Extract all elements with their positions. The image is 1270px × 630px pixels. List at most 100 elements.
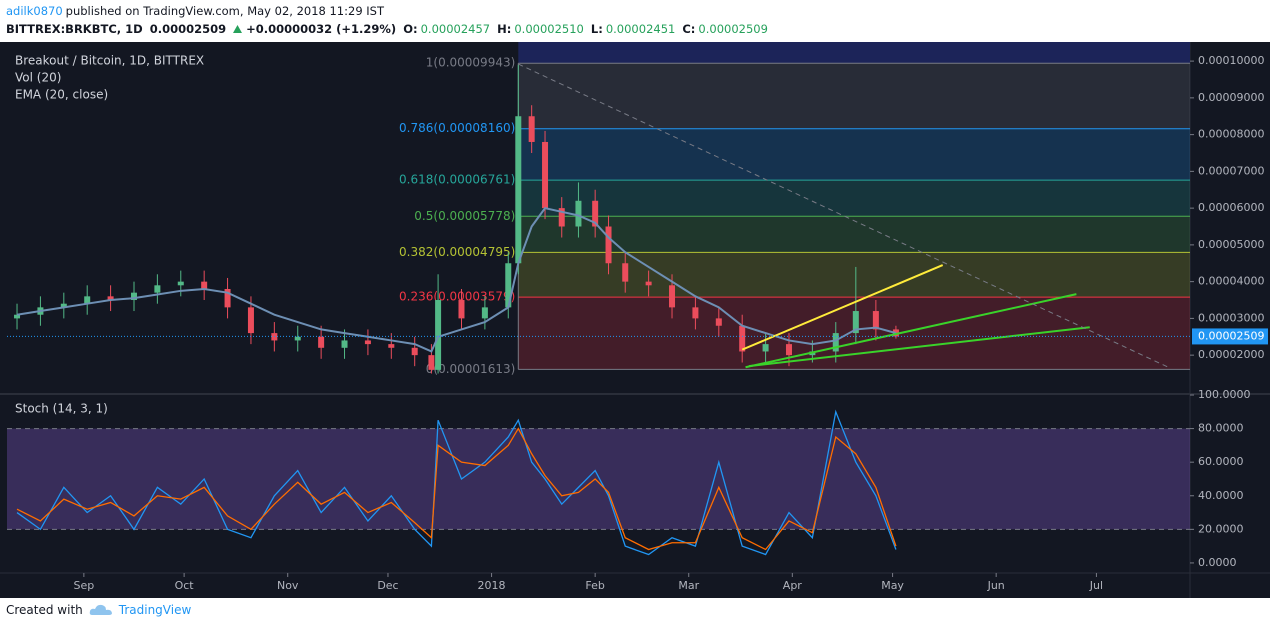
chart-background xyxy=(0,42,1270,598)
close-label: C: xyxy=(682,22,696,36)
y-tick-label: 0.00009000 xyxy=(1198,91,1264,104)
trend-line xyxy=(745,293,1077,369)
x-tick-label: Sep xyxy=(73,579,94,592)
high: 0.00002510 xyxy=(514,22,584,36)
candle-body xyxy=(318,336,325,348)
fib-label: 0(0.00001613) xyxy=(426,362,516,376)
candle-body xyxy=(505,263,512,308)
x-tick-label: Jul xyxy=(1089,579,1103,592)
y-tick-label: 0.00006000 xyxy=(1198,201,1264,214)
y-tick-label: 0.00003000 xyxy=(1198,311,1264,324)
candle-body xyxy=(411,347,418,356)
candle-body xyxy=(622,263,629,282)
candle-body xyxy=(739,325,746,352)
close: 0.00002509 xyxy=(698,22,768,36)
fib-label: 0.786(0.00008160) xyxy=(399,121,515,135)
fib-band xyxy=(518,180,1190,217)
y-tick-label: 0.00010000 xyxy=(1198,54,1264,67)
y-tick-label: 80.0000 xyxy=(1198,422,1244,435)
candle-body xyxy=(715,318,722,326)
candle-body xyxy=(692,307,699,319)
y-tick-label: 100.0000 xyxy=(1198,388,1251,401)
y-tick-label: 0.00002000 xyxy=(1198,348,1264,361)
candle-body xyxy=(762,344,769,352)
pane-plot xyxy=(7,409,1190,556)
stoch-line xyxy=(16,409,897,556)
y-tick-label: 60.0000 xyxy=(1198,455,1244,468)
x-tick-label: Dec xyxy=(377,579,398,592)
x-tick-label: Feb xyxy=(585,579,604,592)
fib-band xyxy=(518,252,1190,298)
change: +0.00000032 (+1.29%) xyxy=(246,22,397,36)
candle-body xyxy=(84,296,91,304)
candle-body xyxy=(201,281,208,289)
candle-body xyxy=(428,355,435,370)
symbol: BITTREX:BRKBTC, 1D xyxy=(6,22,143,36)
ema-line xyxy=(16,207,897,353)
last-price-label: 0.00002509 xyxy=(1198,329,1264,342)
x-tick-label: Jun xyxy=(987,579,1005,592)
fib-band xyxy=(518,128,1190,181)
candle-body xyxy=(852,311,859,334)
up-arrow xyxy=(233,25,243,33)
brand-link[interactable]: TradingView xyxy=(118,603,192,617)
last-price-box xyxy=(1192,328,1268,345)
candle-body xyxy=(872,311,879,330)
candle-body xyxy=(558,208,565,227)
candle-body xyxy=(294,336,301,341)
stoch-band xyxy=(7,428,1190,530)
open-label: O: xyxy=(403,22,418,36)
candle-body xyxy=(60,303,67,308)
candle-body xyxy=(341,340,348,348)
last-price: 0.00002509 xyxy=(149,22,227,36)
pane-legend: EMA (20, close) xyxy=(15,88,108,102)
stoch-line xyxy=(16,427,897,551)
candle-body xyxy=(669,285,676,308)
publish-info: published on TradingView.com, May 02, 20… xyxy=(65,4,385,18)
fib-band xyxy=(518,297,1190,370)
y-tick-label: 0.00008000 xyxy=(1198,128,1264,141)
pane-plot: 1(0.00009943) 0.786(0.00008160) 0.618(0.00… xyxy=(7,42,1190,376)
pane-legend: Vol (20) xyxy=(15,71,61,85)
candle-body xyxy=(481,307,488,319)
candle-body xyxy=(458,300,465,319)
candle-body xyxy=(130,292,137,301)
y-tick-label: 0.00004000 xyxy=(1198,275,1264,288)
footer: Created with TradingView xyxy=(6,603,191,617)
x-tick-label: Oct xyxy=(175,579,195,592)
candle-body xyxy=(247,307,254,334)
y-tick-label: 20.0000 xyxy=(1198,522,1244,535)
y-tick-label: 40.0000 xyxy=(1198,489,1244,502)
y-tick-label: 0.00007000 xyxy=(1198,164,1264,177)
fib-label: 0.5(0.00005778) xyxy=(414,209,515,223)
trend-line xyxy=(741,264,944,351)
candle-body xyxy=(542,141,549,209)
pane-legend: Breakout / Bitcoin, 1D, BITTREX xyxy=(15,54,204,68)
candle-body xyxy=(107,296,114,301)
fib-label: 0.382(0.00004795) xyxy=(399,245,515,259)
candle-body xyxy=(14,314,21,319)
fib-label: 0.618(0.00006761) xyxy=(399,173,515,187)
quote-line: BITTREX:BRKBTC, 1D 0.00002509 +0.0000003… xyxy=(6,22,771,36)
candle-body xyxy=(605,226,612,264)
low: 0.00002451 xyxy=(605,22,676,36)
candle-body xyxy=(575,200,582,227)
candle-body xyxy=(435,300,442,370)
candle-body xyxy=(645,281,652,286)
candle-body xyxy=(364,340,371,345)
open: 0.00002457 xyxy=(420,22,491,36)
trend-line xyxy=(748,326,1090,368)
candle-body xyxy=(592,200,599,227)
pane-legend: Stoch (14, 3, 1) xyxy=(15,402,108,416)
x-tick-label: Mar xyxy=(678,579,699,592)
candle-body xyxy=(515,116,522,264)
y-tick-label: 0.00005000 xyxy=(1198,238,1264,251)
author[interactable]: adilk0870 xyxy=(6,4,63,18)
fib-label: 0.236(0.00003579) xyxy=(399,290,515,304)
y-tick-label: 0.0000 xyxy=(1198,556,1237,569)
trend-line xyxy=(518,63,1171,369)
candle-body xyxy=(528,116,535,142)
publish-line: adilk0870 published on TradingView.com, M… xyxy=(6,4,387,18)
low-label: L: xyxy=(590,22,603,36)
